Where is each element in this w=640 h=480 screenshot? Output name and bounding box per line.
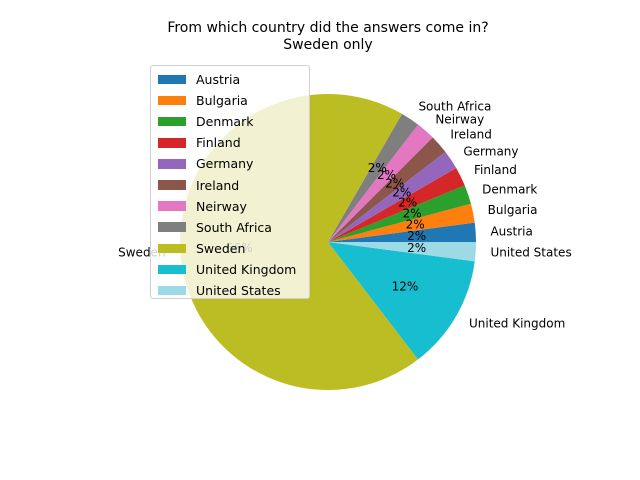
slice-label-south-africa: South Africa	[418, 100, 491, 114]
pct-label-denmark: 2%	[403, 206, 422, 220]
legend-item-germany: Germany	[151, 153, 309, 174]
legend-item-south-africa: South Africa	[151, 217, 309, 238]
legend-swatch	[158, 264, 186, 275]
legend-swatch	[158, 180, 186, 190]
pct-label-neirway: 2%	[377, 168, 396, 182]
legend-item-united-kingdom: United Kingdom	[151, 259, 309, 280]
pct-label-germany: 2%	[392, 186, 411, 200]
legend-item-austria: Austria	[151, 69, 309, 90]
pie-slice-ireland	[328, 137, 446, 242]
legend-label: Bulgaria	[196, 93, 248, 109]
legend-item-denmark: Denmark	[151, 111, 309, 132]
legend-label: Germany	[196, 156, 254, 172]
legend-label: Finland	[196, 135, 241, 151]
legend-swatch	[158, 138, 186, 148]
slice-label-germany: Germany	[463, 145, 518, 159]
pie-slice-bulgaria	[328, 203, 475, 242]
legend-label: Neirway	[196, 198, 247, 214]
pie-slice-united-states	[328, 242, 476, 262]
pie-slice-neirway	[328, 124, 433, 242]
pie-slice-finland	[328, 168, 465, 242]
legend-label: Sweden	[196, 240, 246, 256]
pct-label-bulgaria: 2%	[406, 218, 425, 232]
legend-item-neirway: Neirway	[151, 196, 309, 217]
legend-label: Austria	[196, 72, 241, 88]
slice-label-denmark: Denmark	[482, 183, 537, 197]
legend-label: United Kingdom	[196, 261, 297, 277]
legend-swatch	[158, 201, 186, 211]
legend-label: United States	[196, 282, 281, 298]
pct-label-ireland: 2%	[385, 176, 404, 190]
chart-title: From which country did the answers come …	[167, 20, 488, 36]
slice-label-austria: Austria	[490, 224, 532, 238]
chart-subtitle: Sweden only	[283, 37, 372, 53]
pct-label-south-africa: 2%	[368, 161, 387, 175]
legend-label: South Africa	[196, 219, 272, 235]
legend-swatch	[158, 222, 186, 232]
slice-label-bulgaria: Bulgaria	[488, 203, 538, 217]
legend-swatch	[158, 95, 186, 106]
pie-slice-austria	[328, 222, 476, 242]
pct-label-united-states: 2%	[407, 241, 426, 255]
slice-label-ireland: Ireland	[450, 128, 492, 142]
slice-label-finland: Finland	[474, 163, 517, 177]
legend-item-ireland: Ireland	[151, 174, 309, 195]
legend-item-sweden: Sweden	[151, 238, 309, 259]
pct-label-austria: 2%	[407, 229, 426, 243]
legend-swatch	[158, 159, 186, 169]
legend-swatch	[158, 243, 186, 254]
legend-label: Ireland	[196, 177, 240, 193]
legend-item-united-states: United States	[151, 280, 309, 301]
pie-slice-germany	[328, 151, 457, 242]
legend-item-bulgaria: Bulgaria	[151, 90, 309, 111]
slice-label-united-states: United States	[490, 246, 571, 260]
legend-swatch	[158, 74, 186, 85]
pie-slice-denmark	[328, 185, 471, 242]
pct-label-finland: 2%	[398, 196, 417, 210]
pct-label-united-kingdom: 12%	[392, 279, 419, 293]
legend-label: Denmark	[196, 114, 254, 130]
legend-item-finland: Finland	[151, 132, 309, 153]
slice-label-united-kingdom: United Kingdom	[469, 316, 565, 330]
pie-slice-south-africa	[328, 113, 419, 242]
legend-swatch	[158, 285, 186, 296]
pie-slice-united-kingdom	[328, 242, 475, 360]
legend: Austria Bulgaria Denmark Finland Germany Irel…	[150, 65, 310, 299]
slice-label-neirway: Neirway	[435, 113, 484, 127]
legend-swatch	[158, 116, 186, 127]
